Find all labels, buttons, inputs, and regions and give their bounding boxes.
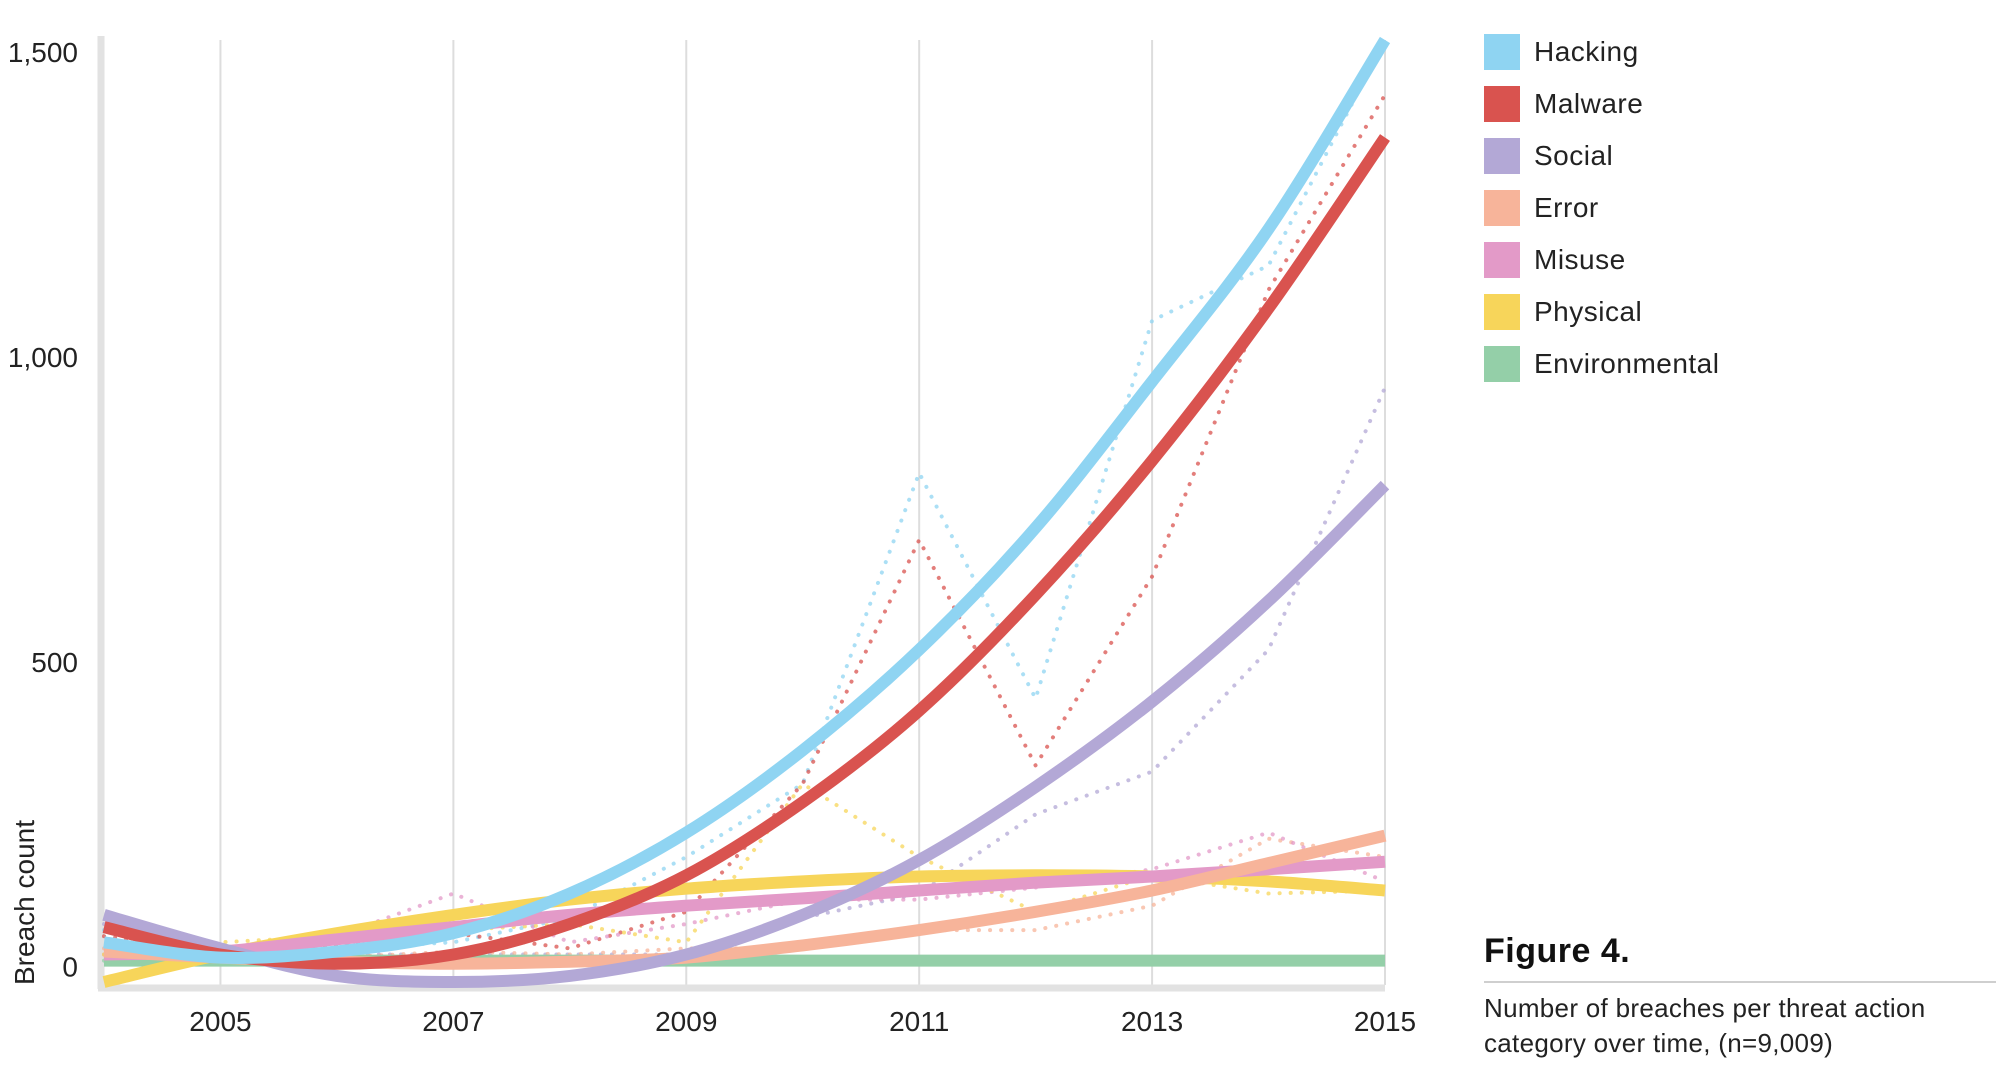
- legend-item-hacking: Hacking: [1484, 26, 1719, 78]
- figure-caption-line-2: category over time, (n=9,009): [1484, 1028, 1834, 1058]
- trend-series: [102, 36, 1391, 988]
- legend-swatch: [1484, 190, 1520, 226]
- legend-swatch: [1484, 138, 1520, 174]
- y-tick-label: 1,000: [8, 342, 78, 373]
- series-trend-social: [102, 480, 1390, 988]
- y-tick-label: 1,500: [8, 37, 78, 68]
- legend-label: Malware: [1534, 88, 1644, 119]
- x-tick-label: 2005: [189, 1006, 251, 1037]
- legend-label: Physical: [1534, 296, 1643, 327]
- x-tick-label: 2011: [889, 1006, 949, 1037]
- figure-caption-block: Figure 4. Number of breaches per threat …: [1484, 932, 1996, 1061]
- y-axis-label: Breach count: [9, 820, 40, 985]
- legend-item-social: Social: [1484, 130, 1719, 182]
- legend: Hacking Malware Social Error Misuse Physical E…: [1484, 26, 1719, 390]
- x-axis-ticks: 2005 2007 2009 2011 2013 2015: [189, 1006, 1416, 1037]
- x-tick-label: 2013: [1121, 1006, 1183, 1037]
- legend-swatch: [1484, 294, 1520, 330]
- legend-swatch: [1484, 34, 1520, 70]
- legend-swatch: [1484, 242, 1520, 278]
- legend-item-error: Error: [1484, 182, 1719, 234]
- legend-swatch: [1484, 346, 1520, 382]
- series-trend-hacking: [103, 36, 1391, 964]
- legend-item-malware: Malware: [1484, 78, 1719, 130]
- x-tick-label: 2009: [655, 1006, 717, 1037]
- legend-label: Social: [1534, 140, 1614, 171]
- legend-label: Misuse: [1534, 244, 1626, 275]
- actual-value-series: [102, 38, 1387, 963]
- y-axis-ticks: 0 500 1,000 1,500: [8, 37, 78, 983]
- legend-swatch: [1484, 86, 1520, 122]
- series-actual-error: [102, 836, 1387, 960]
- legend-item-physical: Physical: [1484, 286, 1719, 338]
- x-tick-label: 2015: [1354, 1006, 1416, 1037]
- legend-label: Environmental: [1534, 348, 1720, 379]
- series-actual-hacking: [102, 38, 1387, 957]
- legend-item-misuse: Misuse: [1484, 234, 1719, 286]
- series-actual-malware: [102, 92, 1387, 954]
- legend-label: Hacking: [1534, 36, 1639, 67]
- series-trend-malware: [102, 134, 1390, 970]
- series-trend-misuse: [103, 855, 1386, 961]
- figure-caption: Number of breaches per threat action cat…: [1484, 991, 1996, 1061]
- figure-title: Figure 4.: [1484, 932, 1996, 983]
- legend-item-environmental: Environmental: [1484, 338, 1719, 390]
- x-tick-label: 2007: [422, 1006, 484, 1037]
- y-tick-label: 0: [62, 952, 78, 983]
- figure-caption-line-1: Number of breaches per threat action: [1484, 993, 1926, 1023]
- grid-lines: [97, 36, 1386, 992]
- legend-label: Error: [1534, 192, 1599, 223]
- y-tick-label: 500: [31, 647, 78, 678]
